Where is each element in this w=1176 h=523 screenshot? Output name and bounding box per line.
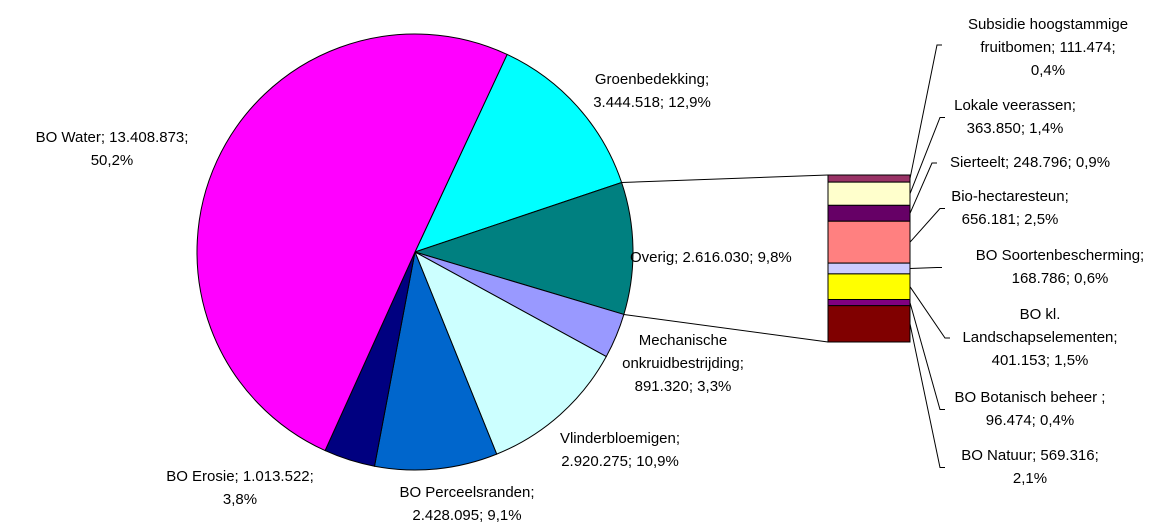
data-label: BO Soortenbescherming;: [976, 247, 1144, 264]
bar-segment: [827, 174, 911, 183]
leader-line: [909, 117, 945, 194]
data-label: 3.444.518; 12,9%: [593, 94, 711, 111]
data-label: BO Water; 13.408.873;: [36, 129, 189, 146]
data-label: 0,4%: [1031, 62, 1065, 79]
pie-slice: [414, 250, 607, 455]
data-label: Vlinderbloemigen;: [560, 430, 680, 447]
data-label: BO Erosie; 1.013.522;: [166, 468, 314, 485]
data-label: 656.181; 2,5%: [962, 211, 1059, 228]
data-label: 2,1%: [1013, 470, 1047, 487]
bar-segment: [827, 298, 911, 307]
bar-segment: [827, 181, 911, 206]
connector: [623, 313, 829, 343]
pie-slice: [414, 53, 623, 253]
data-label: 168.786; 0,6%: [1012, 270, 1109, 287]
leader-line: [909, 323, 945, 468]
data-label: Subsidie hoogstammige: [968, 16, 1128, 33]
data-label: BO Natuur; 569.316;: [961, 447, 1099, 464]
bar-segment: [827, 204, 911, 222]
data-label: Mechanische: [639, 332, 727, 349]
data-label: 363.850; 1,4%: [967, 120, 1064, 137]
connector: [621, 174, 829, 183]
data-label: 401.153; 1,5%: [992, 352, 1089, 369]
data-label: 96.474; 0,4%: [986, 412, 1074, 429]
data-label: 50,2%: [91, 152, 134, 169]
leader-line: [909, 302, 945, 410]
leader-line: [909, 44, 942, 179]
bar-segment: [827, 305, 911, 343]
data-label: Sierteelt; 248.796; 0,9%: [950, 154, 1110, 171]
bar-segment: [827, 262, 911, 275]
data-label: Overig; 2.616.030; 9,8%: [630, 249, 792, 266]
data-label: Groenbedekking;: [595, 71, 709, 88]
pie-slice: [413, 181, 634, 316]
data-label: 2.920.275; 10,9%: [561, 453, 679, 470]
leader-line: [909, 208, 945, 243]
data-label: Bio-hectaresteun;: [951, 188, 1069, 205]
data-label: onkruidbestrijding;: [622, 355, 744, 372]
bar-segment: [827, 220, 911, 264]
data-label: BO kl.: [1020, 306, 1061, 323]
bar-segment: [827, 273, 911, 300]
data-label: BO Perceelsranden;: [399, 484, 534, 501]
leader-line: [909, 286, 950, 339]
data-label: Landschapselementen;: [962, 329, 1117, 346]
pie-slice: [196, 33, 508, 452]
data-label: Lokale veerassen;: [954, 97, 1076, 114]
data-label: BO Botanisch beheer ;: [955, 389, 1106, 406]
data-label: 2.428.095; 9,1%: [412, 507, 521, 523]
data-label: 3,8%: [223, 491, 257, 508]
leader-line: [909, 162, 937, 214]
data-label: 891.320; 3,3%: [635, 378, 732, 395]
data-label: fruitbomen; 111.474;: [980, 39, 1115, 56]
leader-line: [909, 267, 942, 270]
